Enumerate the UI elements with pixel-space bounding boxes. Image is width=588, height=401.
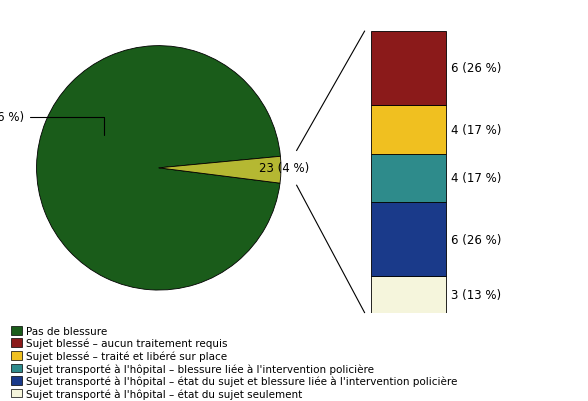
Bar [371, 32, 446, 105]
Text: 23 (4 %): 23 (4 %) [259, 162, 309, 175]
Text: 3 (13 %): 3 (13 %) [451, 288, 501, 301]
Wedge shape [159, 157, 281, 184]
Bar [371, 203, 446, 276]
Wedge shape [36, 47, 280, 290]
Text: 633 (96 %): 633 (96 %) [0, 111, 103, 135]
Bar [371, 105, 446, 154]
Text: 6 (26 %): 6 (26 %) [451, 62, 502, 75]
Text: 6 (26 %): 6 (26 %) [451, 233, 502, 246]
Text: 4 (17 %): 4 (17 %) [451, 123, 502, 136]
Legend: Pas de blessure, Sujet blessé – aucun traitement requis, Sujet blessé – traité e: Pas de blessure, Sujet blessé – aucun tr… [11, 326, 457, 399]
Bar [371, 276, 446, 313]
Bar [371, 154, 446, 203]
Text: 4 (17 %): 4 (17 %) [451, 172, 502, 185]
